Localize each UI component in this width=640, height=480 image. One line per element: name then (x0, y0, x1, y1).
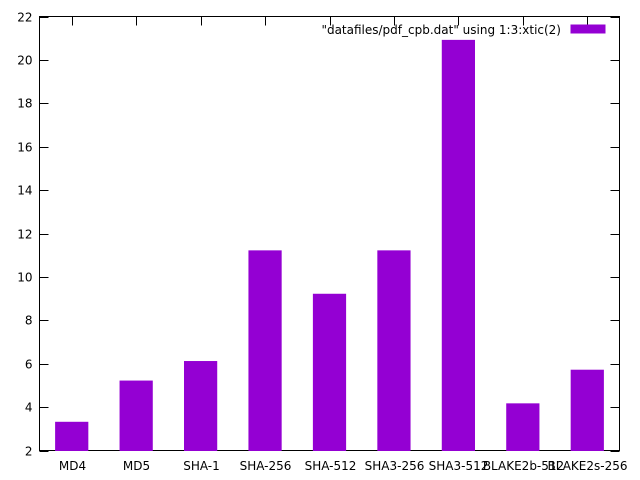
x-tick-label: MD4 (59, 459, 86, 473)
y-tick-label: 10 (17, 271, 32, 285)
bar (55, 421, 89, 452)
x-axis: MD4 MD5 SHA-1 SHA-256 SHA-512 SHA3-256 SHA3-51… (59, 16, 628, 473)
y-tick-label: 18 (17, 97, 32, 111)
bar-series (55, 39, 604, 452)
y-tick-label: 16 (17, 141, 32, 155)
bar (377, 250, 411, 451)
y-tick-label: 12 (17, 228, 32, 242)
bar (506, 403, 540, 451)
y-tick-label: 14 (17, 184, 32, 198)
legend-swatch (570, 24, 606, 34)
bar (312, 293, 347, 452)
x-tick-label: BLAKE2s-256 (548, 459, 628, 473)
x-tick-label: BLAKE2b-512 (483, 459, 564, 473)
x-tick-label: SHA-512 (305, 459, 357, 473)
bar (119, 380, 153, 451)
x-tick-label: MD5 (123, 459, 150, 473)
y-tick-label: 8 (25, 314, 33, 328)
x-tick-label: SHA3-256 (365, 459, 425, 473)
y-tick-label: 22 (17, 11, 32, 25)
bar (570, 369, 604, 451)
bar (248, 250, 282, 451)
y-axis: 2 4 6 8 10 12 14 16 18 20 22 (17, 11, 620, 459)
x-tick-label: SHA3-512 (429, 459, 489, 473)
legend: "datafiles/pdf_cpb.dat" using 1:3:xtic(2… (321, 23, 606, 37)
y-tick-label: 2 (25, 445, 33, 459)
x-tick-label: SHA-256 (240, 459, 292, 473)
y-tick-label: 6 (25, 358, 33, 372)
x-tick-label: SHA-1 (183, 459, 220, 473)
y-tick-label: 20 (17, 54, 32, 68)
y-tick-label: 4 (25, 401, 33, 415)
legend-label: "datafiles/pdf_cpb.dat" using 1:3:xtic(2… (321, 23, 561, 37)
bar (441, 39, 475, 452)
bar (184, 361, 218, 451)
